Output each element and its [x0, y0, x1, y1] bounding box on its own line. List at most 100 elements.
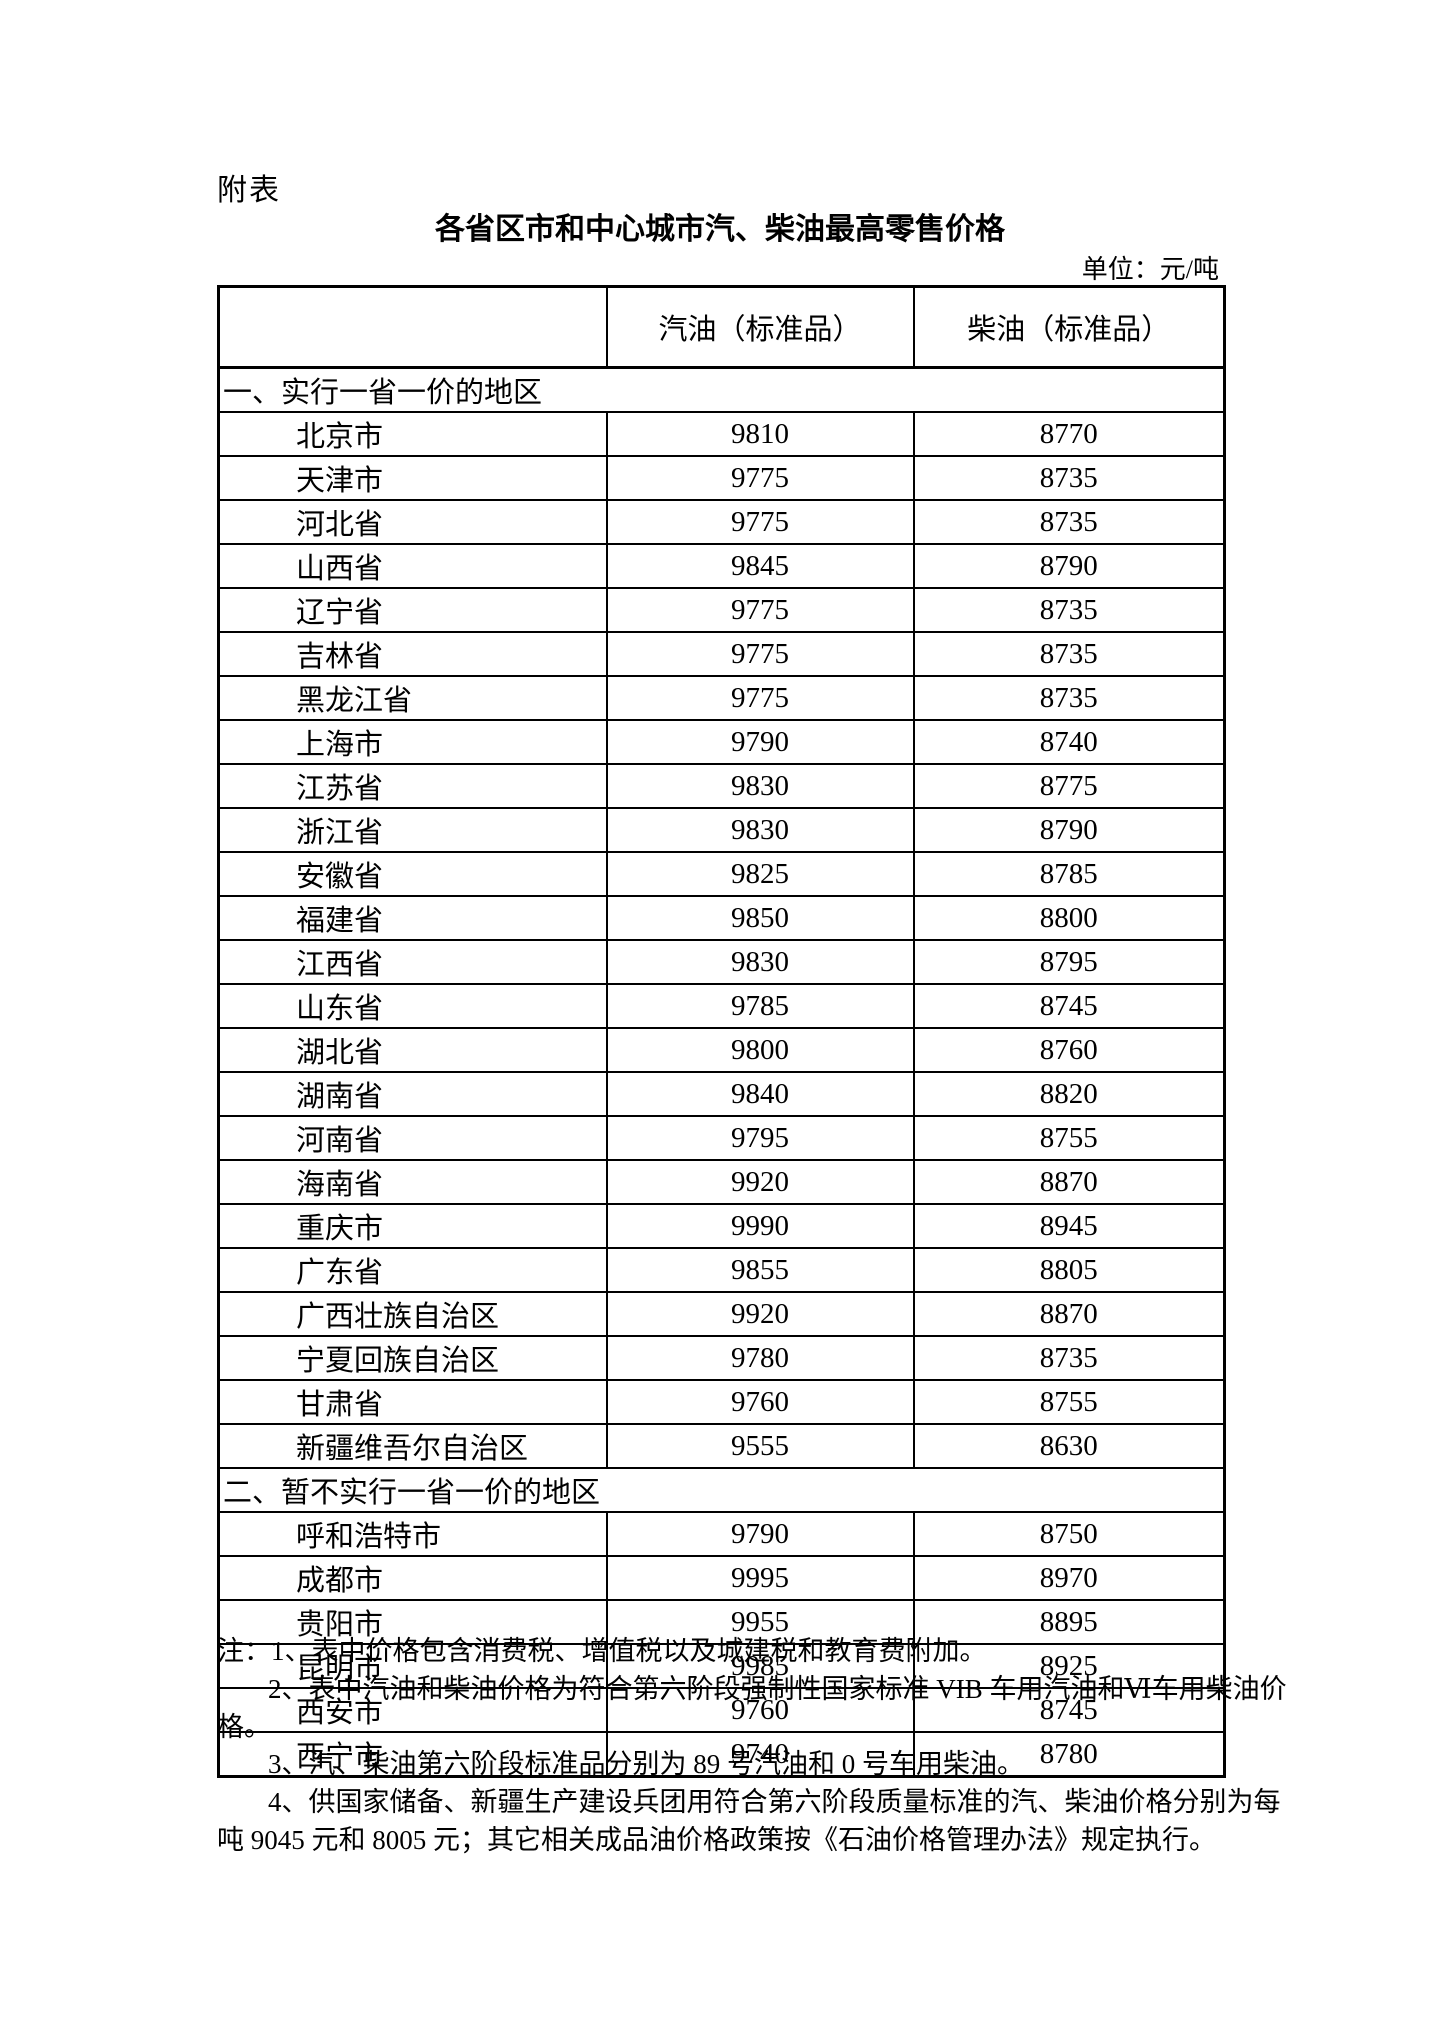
gasoline-price-cell: 9795 [605, 1115, 915, 1161]
gasoline-price-cell: 9760 [605, 1687, 915, 1733]
attachment-label: 附表 [217, 174, 281, 207]
table-row: 重庆市 9990 8945 [217, 1203, 1226, 1249]
diesel-price-cell: 8735 [912, 675, 1226, 721]
region-cell: 广东省 [217, 1247, 608, 1293]
table-row: 贵阳市 9955 8895 [217, 1599, 1226, 1645]
table-row: 广东省 9855 8805 [217, 1247, 1226, 1293]
table-row: 呼和浩特市 9790 8750 [217, 1511, 1226, 1557]
gasoline-price-cell: 9855 [605, 1247, 915, 1293]
region-cell: 成都市 [217, 1555, 608, 1601]
col-header-diesel: 柴油（标准品） [912, 285, 1226, 369]
region-cell: 西宁市 [217, 1731, 608, 1778]
gasoline-price-cell: 9830 [605, 763, 915, 809]
diesel-price-cell: 8780 [912, 1731, 1226, 1778]
diesel-price-cell: 8630 [912, 1423, 1226, 1469]
price-table: 汽油（标准品） 柴油（标准品） 一、实行一省一价的地区 北京市 9810 8770 天津… [217, 285, 1226, 1778]
table-row: 江西省 9830 8795 [217, 939, 1226, 985]
region-cell: 黑龙江省 [217, 675, 608, 721]
gasoline-price-cell: 9920 [605, 1291, 915, 1337]
gasoline-price-cell: 9740 [605, 1731, 915, 1778]
col-header-region [217, 285, 608, 369]
gasoline-price-cell: 9850 [605, 895, 915, 941]
table-row: 甘肃省 9760 8755 [217, 1379, 1226, 1425]
gasoline-price-cell: 9555 [605, 1423, 915, 1469]
note-line: 4、供国家储备、新疆生产建设兵团用符合第六阶段质量标准的汽、柴油价格分别为每 [268, 1787, 1281, 1818]
table-row: 江苏省 9830 8775 [217, 763, 1226, 809]
table-row: 河南省 9795 8755 [217, 1115, 1226, 1161]
col-header-gasoline: 汽油（标准品） [605, 285, 915, 369]
diesel-price-cell: 8735 [912, 455, 1226, 501]
gasoline-price-cell: 9775 [605, 631, 915, 677]
table-row: 山东省 9785 8745 [217, 983, 1226, 1029]
gasoline-price-cell: 9760 [605, 1379, 915, 1425]
table-row: 上海市 9790 8740 [217, 719, 1226, 765]
diesel-price-cell: 8925 [912, 1643, 1226, 1689]
table-row: 湖南省 9840 8820 [217, 1071, 1226, 1117]
region-cell: 海南省 [217, 1159, 608, 1205]
gasoline-price-cell: 9780 [605, 1335, 915, 1381]
gasoline-price-cell: 9995 [605, 1555, 915, 1601]
region-cell: 重庆市 [217, 1203, 608, 1249]
unit-label: 单位：元/吨 [1081, 255, 1219, 284]
region-cell: 安徽省 [217, 851, 608, 897]
region-cell: 北京市 [217, 411, 608, 457]
diesel-price-cell: 8735 [912, 499, 1226, 545]
diesel-price-cell: 8760 [912, 1027, 1226, 1073]
region-cell: 山东省 [217, 983, 608, 1029]
diesel-price-cell: 8755 [912, 1379, 1226, 1425]
region-cell: 广西壮族自治区 [217, 1291, 608, 1337]
diesel-price-cell: 8755 [912, 1115, 1226, 1161]
table-row: 辽宁省 9775 8735 [217, 587, 1226, 633]
region-cell: 宁夏回族自治区 [217, 1335, 608, 1381]
table-row: 安徽省 9825 8785 [217, 851, 1226, 897]
gasoline-price-cell: 9785 [605, 983, 915, 1029]
diesel-price-cell: 8790 [912, 543, 1226, 589]
section-heading-row: 二、暂不实行一省一价的地区 [217, 1467, 1226, 1513]
section-heading-row: 一、实行一省一价的地区 [217, 366, 1226, 413]
region-cell: 贵阳市 [217, 1599, 608, 1645]
diesel-price-cell: 8895 [912, 1599, 1226, 1645]
table-row: 广西壮族自治区 9920 8870 [217, 1291, 1226, 1337]
gasoline-price-cell: 9775 [605, 675, 915, 721]
diesel-price-cell: 8745 [912, 1687, 1226, 1733]
table-row: 吉林省 9775 8735 [217, 631, 1226, 677]
region-cell: 上海市 [217, 719, 608, 765]
diesel-price-cell: 8735 [912, 1335, 1226, 1381]
diesel-price-cell: 8785 [912, 851, 1226, 897]
region-cell: 湖南省 [217, 1071, 608, 1117]
diesel-price-cell: 8945 [912, 1203, 1226, 1249]
table-row: 湖北省 9800 8760 [217, 1027, 1226, 1073]
gasoline-price-cell: 9790 [605, 1511, 915, 1557]
table-row: 新疆维吾尔自治区 9555 8630 [217, 1423, 1226, 1469]
gasoline-price-cell: 9825 [605, 851, 915, 897]
diesel-price-cell: 8970 [912, 1555, 1226, 1601]
region-cell: 昆明市 [217, 1643, 608, 1689]
gasoline-price-cell: 9985 [605, 1643, 915, 1689]
section-heading: 一、实行一省一价的地区 [217, 366, 1226, 413]
note-line: 3、汽、柴油第六阶段标准品分别为 89 号汽油和 0 号车用柴油。 [268, 1749, 1024, 1780]
table-row: 黑龙江省 9775 8735 [217, 675, 1226, 721]
region-cell: 吉林省 [217, 631, 608, 677]
gasoline-price-cell: 9845 [605, 543, 915, 589]
diesel-price-cell: 8870 [912, 1159, 1226, 1205]
table-header-row: 汽油（标准品） 柴油（标准品） [217, 285, 1226, 369]
table-row: 河北省 9775 8735 [217, 499, 1226, 545]
gasoline-price-cell: 9775 [605, 499, 915, 545]
table-row: 宁夏回族自治区 9780 8735 [217, 1335, 1226, 1381]
notes: 注：1、表中价格包含消费税、增值税以及城建税和教育费附加。 2、表中汽油和柴油价格… [217, 1633, 1287, 1860]
table-row: 北京市 9810 8770 [217, 411, 1226, 457]
gasoline-price-cell: 9920 [605, 1159, 915, 1205]
note-line: 格。 [217, 1711, 271, 1742]
table-row: 福建省 9850 8800 [217, 895, 1226, 941]
diesel-price-cell: 8795 [912, 939, 1226, 985]
table-row: 西安市 9760 8745 [217, 1687, 1226, 1733]
region-cell: 河北省 [217, 499, 608, 545]
region-cell: 湖北省 [217, 1027, 608, 1073]
gasoline-price-cell: 9990 [605, 1203, 915, 1249]
note-line: 吨 9045 元和 8005 元；其它相关成品油价格政策按《石油价格管理办法》规… [217, 1824, 1216, 1855]
region-cell: 呼和浩特市 [217, 1511, 608, 1557]
gasoline-price-cell: 9840 [605, 1071, 915, 1117]
region-cell: 辽宁省 [217, 587, 608, 633]
region-cell: 江西省 [217, 939, 608, 985]
